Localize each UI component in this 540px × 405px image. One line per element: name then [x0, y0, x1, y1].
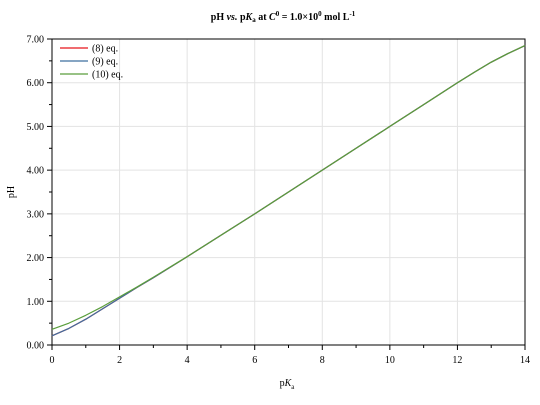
legend-label: (10) eq. — [92, 70, 123, 81]
series-group — [51, 45, 526, 337]
legend: (8) eq. (9) eq. (10) eq. — [60, 44, 123, 81]
legend-label: (8) eq. — [92, 44, 118, 55]
y-tick-label: 3.00 — [27, 209, 45, 220]
series-line — [51, 45, 526, 330]
x-tick-label: 0 — [50, 355, 55, 366]
y-axis-label: pH — [6, 186, 17, 198]
y-tick-label: 4.00 — [27, 166, 45, 177]
ticks: 0 2 4 6 8 10 12 14 0.00 1.00 2.00 3.00 4.00 5.00 6.00 7… — [27, 35, 531, 367]
y-tick-label: 6.00 — [27, 78, 45, 89]
y-tick-label: 0.00 — [27, 341, 45, 352]
x-tick-label: 14 — [520, 355, 530, 366]
legend-label: (9) eq. — [92, 57, 118, 68]
series-line — [51, 45, 526, 337]
x-tick-label: 12 — [452, 355, 462, 366]
x-tick-label: 8 — [320, 355, 325, 366]
y-tick-label: 5.00 — [27, 122, 45, 133]
y-tick-label: 1.00 — [27, 297, 45, 308]
chart-title: pH vs. pKa at C0 = 1.0×100 mol L-1 — [211, 10, 356, 24]
grid — [51, 38, 526, 346]
y-tick-label: 7.00 — [27, 35, 45, 46]
x-tick-label: 2 — [117, 355, 122, 366]
x-tick-label: 10 — [385, 355, 395, 366]
y-tick-label: 2.00 — [27, 253, 45, 264]
x-tick-label: 4 — [185, 355, 190, 366]
x-axis-label: pKa — [280, 378, 296, 391]
series-line — [51, 45, 526, 337]
x-tick-label: 6 — [252, 355, 257, 366]
